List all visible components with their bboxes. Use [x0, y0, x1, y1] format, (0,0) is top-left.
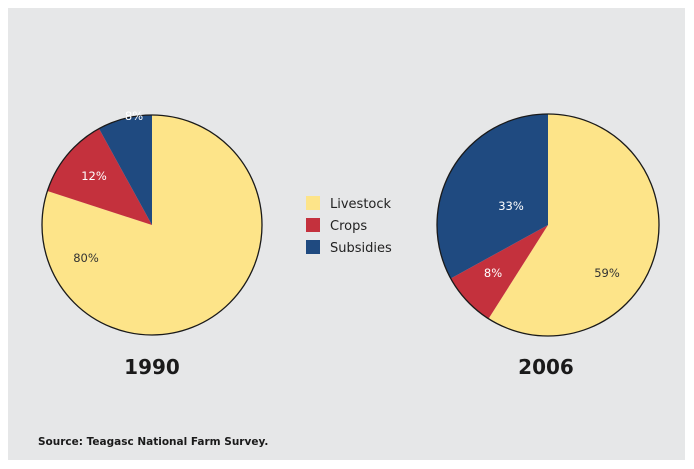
pie-outline-2006 [436, 113, 660, 337]
pie-title-2006: 2006 [518, 355, 574, 379]
pie-slice-1990-livestock [42, 115, 263, 335]
legend-label-crops: Crops [330, 219, 367, 234]
source-note: Source: Teagasc National Farm Survey. [38, 436, 269, 448]
legend: Livestock Crops Subsidies [306, 196, 392, 256]
legend-swatch-livestock [306, 196, 320, 210]
slice-label-1990-subsidies: 8% [125, 109, 143, 123]
pie-slice-1990-crops [47, 128, 152, 225]
pie-slice-2006-livestock [488, 114, 659, 336]
legend-swatch-crops [306, 218, 320, 232]
slice-label-1990-livestock: 80% [73, 251, 99, 265]
slice-label-2006-subsidies: 33% [498, 199, 524, 213]
pie-slice-2006-crops [450, 225, 548, 319]
pie-outline-1990 [41, 114, 263, 336]
pie-slice-1990-subsidies [99, 115, 152, 225]
legend-swatch-subsidies [306, 240, 320, 254]
pie-2006: 59% 8% 33% [436, 113, 660, 337]
slice-label-2006-livestock: 59% [594, 266, 620, 280]
pie-slice-2006-subsidies [436, 114, 548, 279]
legend-label-livestock: Livestock [330, 197, 392, 212]
slice-label-2006-crops: 8% [484, 266, 502, 280]
pie-1990: 80% 12% 8% [41, 109, 263, 336]
slice-label-1990-crops: 12% [81, 169, 107, 183]
pie-title-1990: 1990 [124, 355, 180, 379]
legend-label-subsidies: Subsidies [330, 241, 392, 256]
